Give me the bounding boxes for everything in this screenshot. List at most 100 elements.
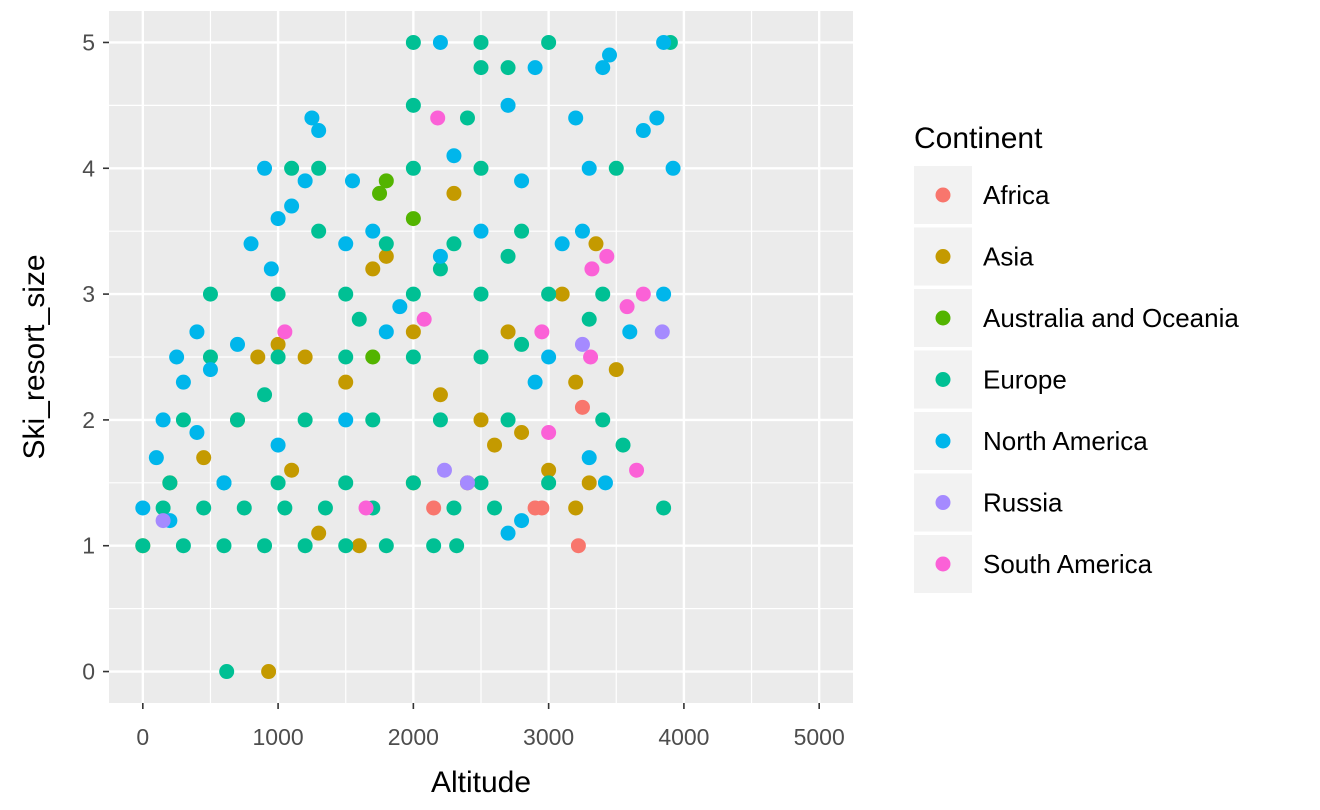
data-point: [378, 324, 394, 340]
data-point: [541, 475, 557, 491]
x-tick-label: 0: [136, 724, 149, 750]
x-tick-label: 5000: [794, 724, 845, 750]
data-point: [541, 286, 557, 302]
y-tick-label: 2: [82, 407, 95, 433]
data-point: [432, 261, 448, 277]
data-point: [514, 223, 530, 239]
data-point: [656, 286, 672, 302]
data-point: [304, 110, 320, 126]
data-point: [311, 160, 327, 176]
data-point: [230, 412, 246, 428]
x-tick-label: 1000: [253, 724, 304, 750]
legend-key-dot: [935, 495, 951, 510]
data-point: [175, 374, 191, 390]
data-point: [432, 387, 448, 403]
data-point: [619, 299, 635, 315]
data-point: [599, 248, 615, 264]
data-point: [500, 525, 516, 541]
data-point: [270, 475, 286, 491]
data-point: [416, 311, 432, 327]
legend-key-dot: [935, 249, 951, 264]
data-point: [473, 223, 489, 239]
data-point: [608, 160, 624, 176]
data-point: [202, 349, 218, 365]
y-tick-label: 3: [82, 281, 95, 307]
data-point: [446, 148, 462, 164]
data-point: [500, 324, 516, 340]
data-point: [584, 261, 600, 277]
data-point: [588, 236, 604, 252]
data-point: [574, 223, 590, 239]
data-point: [473, 34, 489, 50]
data-point: [665, 160, 681, 176]
data-point: [581, 311, 597, 327]
data-point: [574, 336, 590, 352]
data-point: [148, 450, 164, 466]
data-point: [297, 412, 313, 428]
data-point: [581, 160, 597, 176]
data-point: [155, 513, 171, 529]
data-point: [608, 362, 624, 378]
data-point: [473, 349, 489, 365]
data-point: [541, 462, 557, 478]
data-point: [162, 475, 178, 491]
data-point: [284, 462, 300, 478]
data-point: [581, 450, 597, 466]
data-point: [514, 173, 530, 189]
data-point: [595, 60, 611, 76]
data-point: [216, 475, 232, 491]
legend: Continent Africa Asia Australia and Oceani…: [914, 122, 1239, 593]
data-point: [459, 110, 475, 126]
legend-key-dot: [935, 556, 951, 572]
data-point: [554, 286, 570, 302]
data-point: [135, 500, 151, 516]
data-point: [473, 286, 489, 302]
data-point: [338, 286, 354, 302]
data-point: [365, 349, 381, 365]
data-point: [527, 60, 543, 76]
data-point: [473, 475, 489, 491]
data-point: [155, 500, 171, 516]
data-point: [297, 538, 313, 554]
legend-label: North America: [983, 426, 1148, 456]
data-point: [574, 399, 590, 415]
data-point: [317, 500, 333, 516]
legend-label: Asia: [983, 242, 1034, 272]
y-tick-label: 5: [82, 29, 95, 55]
data-point: [405, 97, 421, 113]
data-point: [338, 412, 354, 428]
data-point: [257, 538, 273, 554]
data-point: [615, 437, 631, 453]
data-point: [202, 286, 218, 302]
x-axis-ticks: 0 1000 2000 3000 4000 5000: [136, 703, 845, 750]
data-point: [196, 450, 212, 466]
data-point: [500, 248, 516, 264]
data-point: [514, 424, 530, 440]
data-point: [365, 223, 381, 239]
data-point: [446, 500, 462, 516]
data-point: [473, 412, 489, 428]
data-point: [358, 500, 374, 516]
y-tick-label: 1: [82, 533, 95, 559]
data-point: [581, 475, 597, 491]
data-point: [263, 261, 279, 277]
data-point: [378, 538, 394, 554]
data-point: [351, 538, 367, 554]
data-point: [635, 286, 651, 302]
data-point: [405, 160, 421, 176]
data-point: [436, 462, 452, 478]
x-tick-label: 3000: [523, 724, 574, 750]
data-point: [243, 236, 259, 252]
data-point: [270, 211, 286, 227]
data-point: [257, 387, 273, 403]
data-point: [378, 248, 394, 264]
data-point: [514, 336, 530, 352]
data-point: [392, 299, 408, 315]
data-point: [541, 349, 557, 365]
data-point: [656, 34, 672, 50]
data-point: [595, 286, 611, 302]
data-point: [534, 324, 550, 340]
data-point: [189, 424, 205, 440]
data-point: [649, 110, 665, 126]
data-point: [629, 462, 645, 478]
